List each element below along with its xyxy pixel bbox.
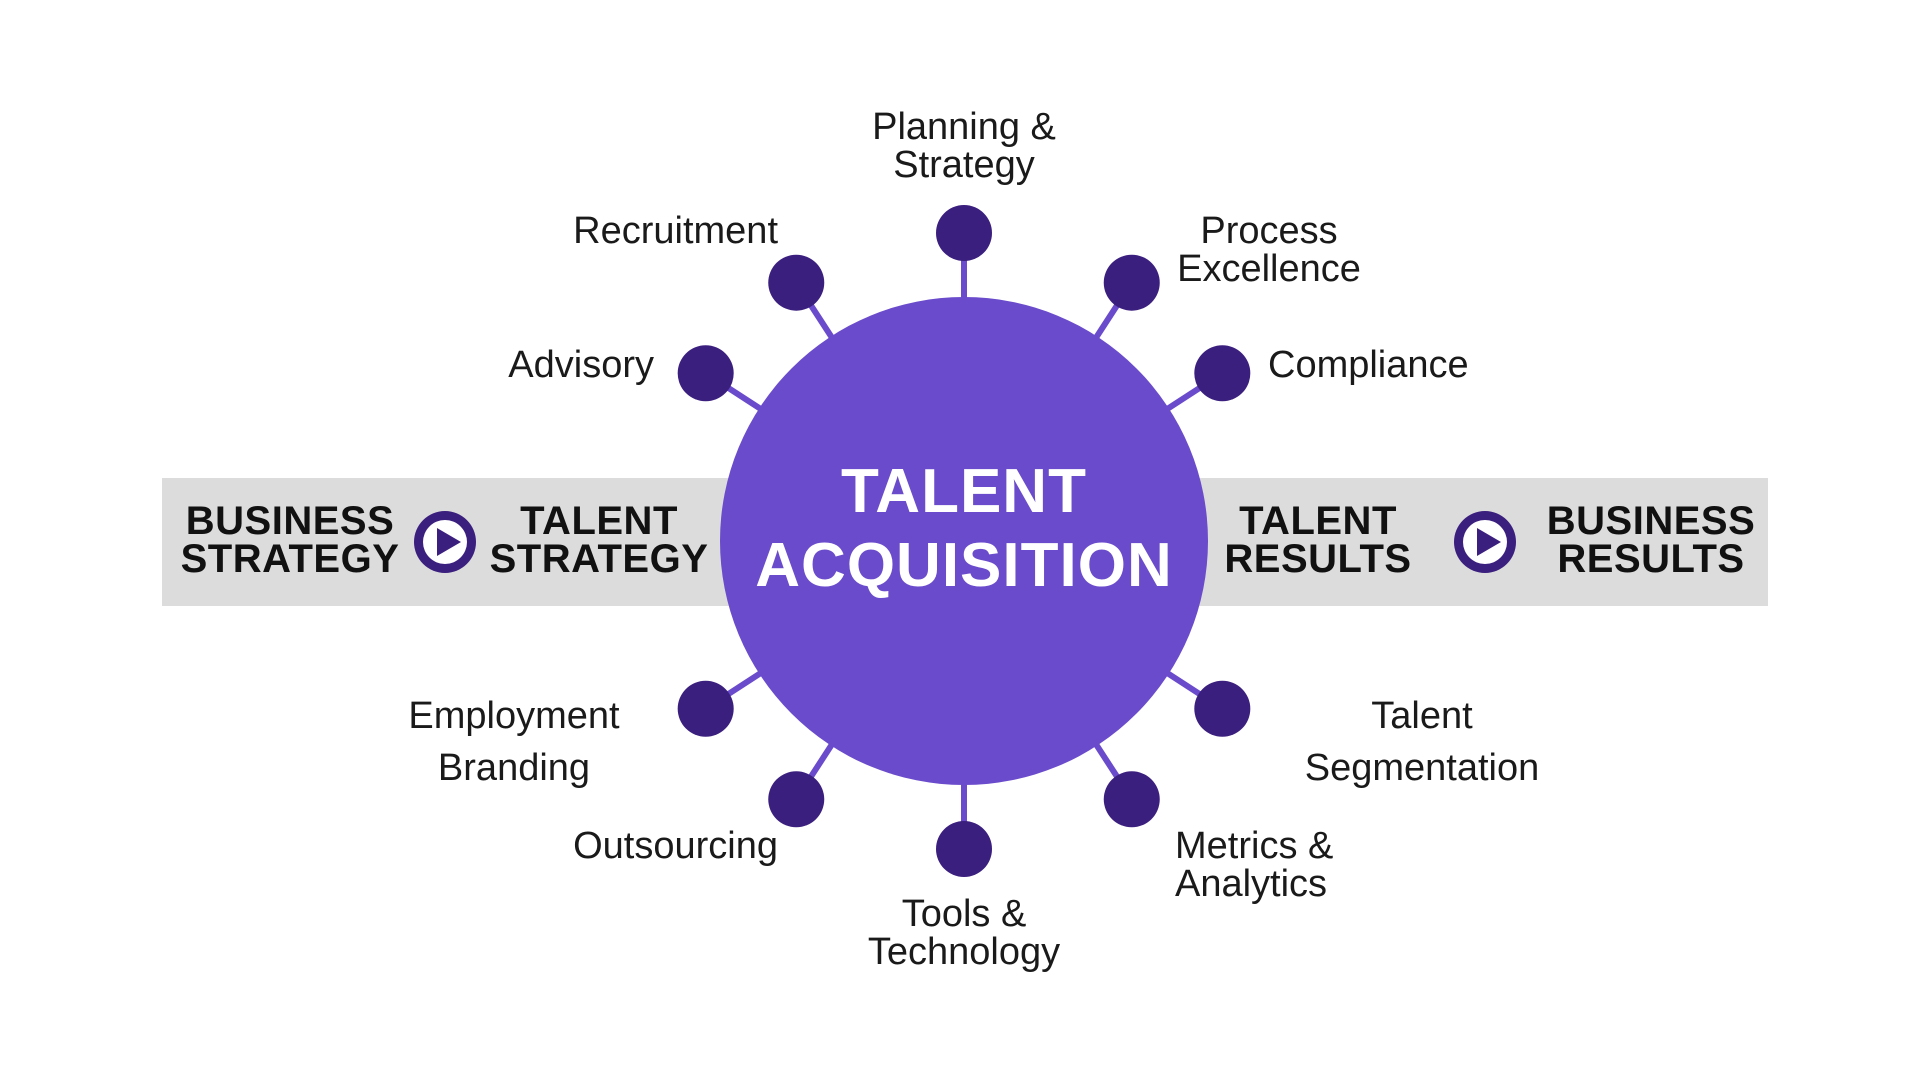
band-label-line: STRATEGY xyxy=(180,537,400,581)
spoke-label-metrics-analytics: Metrics & Analytics xyxy=(1175,827,1333,903)
band-label-talent-results: TALENT RESULTS xyxy=(1220,500,1416,580)
spoke-label-line: Strategy xyxy=(893,144,1035,186)
band-label-line: BUSINESS xyxy=(185,499,395,543)
spoke-label-line: Branding xyxy=(437,747,591,789)
spoke-label-process-excellence: Process Excellence xyxy=(1177,212,1361,288)
spoke-node-advisory xyxy=(677,345,734,402)
spoke-label-talent-segmentation: Talent Segmentation xyxy=(1305,690,1540,794)
spoke-label-line: Talent xyxy=(1371,695,1473,737)
spoke-label-line: Compliance xyxy=(1268,344,1469,386)
spoke-label-line: Process xyxy=(1200,210,1338,252)
band-label-line: RESULTS xyxy=(1557,537,1745,581)
spoke-label-line: Tools & xyxy=(901,893,1027,935)
spoke-node-recruitment xyxy=(768,254,825,311)
spoke-label-line: Advisory xyxy=(508,344,654,386)
play-icon xyxy=(1454,511,1516,573)
spoke-label-recruitment: Recruitment xyxy=(573,212,778,250)
spoke-node-tools-technology xyxy=(936,821,992,877)
spoke-label-outsourcing: Outsourcing xyxy=(573,827,778,865)
band-label-line: RESULTS xyxy=(1224,537,1412,581)
band-label-talent-strategy: TALENT STRATEGY xyxy=(484,500,714,580)
spoke-label-line: Metrics & xyxy=(1175,825,1334,867)
hub-title-line: TALENT xyxy=(841,457,1087,526)
spoke-label-line: Segmentation xyxy=(1304,747,1540,789)
spoke-label-employment-branding: Employment Branding xyxy=(408,690,619,794)
band-label-business-results: BUSINESS RESULTS xyxy=(1540,500,1762,580)
band-label-line: BUSINESS xyxy=(1546,499,1756,543)
spoke-label-advisory: Advisory xyxy=(508,346,654,384)
play-icon xyxy=(414,511,476,573)
spoke-label-line: Employment xyxy=(408,695,620,737)
spoke-node-planning-strategy xyxy=(936,205,992,261)
spoke-node-outsourcing xyxy=(768,771,825,828)
spoke-node-compliance xyxy=(1194,345,1251,402)
spoke-label-line: Outsourcing xyxy=(573,825,778,867)
band-label-line: STRATEGY xyxy=(489,537,709,581)
spoke-label-line: Technology xyxy=(867,931,1061,973)
spoke-label-line: Planning & xyxy=(872,106,1056,148)
spoke-node-process-excellence xyxy=(1103,254,1160,311)
spoke-label-line: Analytics xyxy=(1175,863,1328,905)
spoke-node-metrics-analytics xyxy=(1103,771,1160,828)
hub-title-line: ACQUISITION xyxy=(755,531,1173,600)
spoke-label-line: Excellence xyxy=(1177,248,1361,290)
spoke-label-planning-strategy: Planning & Strategy xyxy=(872,108,1056,184)
spoke-label-tools-technology: Tools & Technology xyxy=(868,895,1060,971)
spoke-label-compliance: Compliance xyxy=(1268,346,1469,384)
band-label-line: TALENT xyxy=(1239,499,1397,543)
band-label-line: TALENT xyxy=(520,499,678,543)
spoke-label-line: Recruitment xyxy=(573,210,778,252)
talent-acquisition-hub xyxy=(720,297,1208,785)
spoke-node-talent-segmentation xyxy=(1194,680,1251,737)
spoke-node-employment-branding xyxy=(677,680,734,737)
band-label-business-strategy: BUSINESS STRATEGY xyxy=(172,500,408,580)
hub-title: TALENT ACQUISITION xyxy=(720,455,1208,603)
